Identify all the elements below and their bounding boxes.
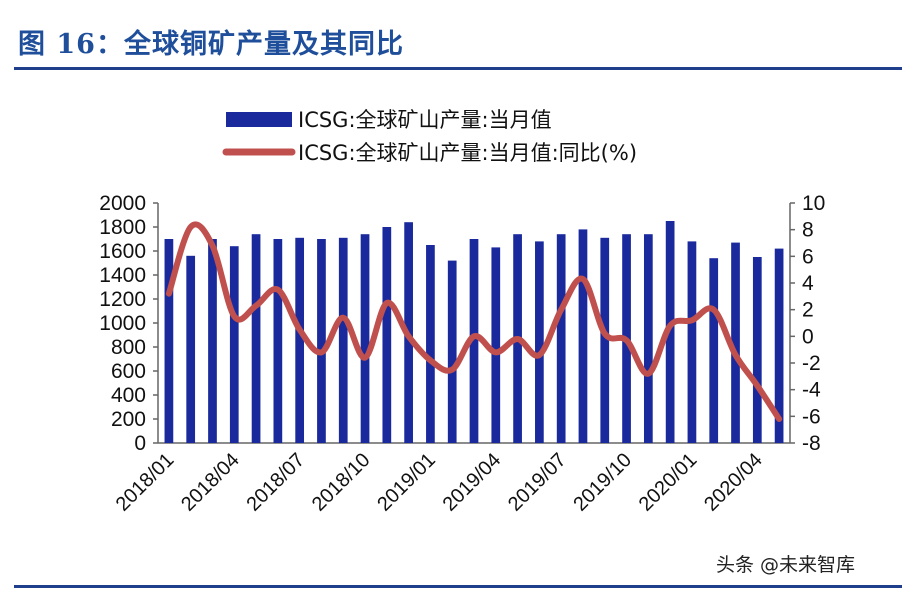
- left-tick-label: 800: [111, 336, 146, 359]
- bar: [535, 241, 544, 443]
- yoy-line: [165, 221, 783, 422]
- bar: [643, 234, 653, 443]
- left-tick-label: 600: [111, 360, 146, 383]
- bar: [338, 237, 348, 443]
- bar: [360, 234, 370, 443]
- left-tick-label: 0: [134, 432, 146, 455]
- bar: [317, 239, 326, 443]
- x-tick-label: 2018/07: [243, 449, 310, 516]
- legend-label-line: ICSG:全球矿山产量:当月值:同比(%): [298, 141, 637, 165]
- bar: [251, 234, 261, 443]
- bar: [752, 257, 762, 443]
- left-tick-label: 1200: [99, 288, 146, 311]
- bar: [426, 245, 435, 443]
- bar: [687, 241, 697, 443]
- bar: [273, 239, 283, 443]
- left-tick-label: 1400: [99, 264, 146, 287]
- right-tick-label: 4: [802, 272, 814, 295]
- x-tick-label: 2020/04: [700, 449, 767, 516]
- bar: [600, 237, 610, 443]
- right-tick-label: -2: [802, 352, 821, 375]
- x-tick-label: 2020/01: [635, 449, 702, 516]
- x-tick-label: 2018/04: [177, 449, 244, 516]
- x-tick-label: 2019/10: [569, 449, 636, 516]
- right-tick-label: 2: [802, 299, 814, 322]
- bar-series: [164, 221, 784, 443]
- bar: [709, 258, 719, 443]
- bar: [164, 239, 174, 443]
- bar: [186, 255, 196, 443]
- right-tick-label: -6: [802, 405, 821, 428]
- bar: [665, 221, 675, 443]
- chart-legend: ICSG:全球矿山产量:当月值 ICSG:全球矿山产量:当月值:同比(%): [222, 108, 637, 165]
- legend-swatch-bars: [226, 112, 292, 127]
- bar: [469, 239, 479, 443]
- x-tick-label: 2018/01: [112, 449, 179, 516]
- right-tick-label: -8: [802, 432, 821, 455]
- x-tick-label: 2019/04: [439, 449, 506, 516]
- legend-label-bars: ICSG:全球矿山产量:当月值: [298, 108, 552, 132]
- right-tick-label: 10: [802, 192, 825, 215]
- bar: [295, 237, 305, 443]
- right-tick-label: -4: [802, 379, 821, 402]
- right-tick-label: 0: [802, 325, 814, 348]
- right-tick-label: 6: [802, 245, 814, 268]
- bar: [731, 242, 740, 443]
- bar: [578, 229, 588, 443]
- bar: [774, 248, 784, 443]
- x-tick-label: 2019/07: [504, 449, 571, 516]
- bar: [382, 227, 392, 443]
- watermark: 头条 @未来智库: [716, 554, 856, 576]
- bar: [447, 260, 457, 443]
- left-tick-label: 2000: [99, 192, 146, 215]
- bar: [229, 246, 239, 443]
- line-series: [165, 221, 783, 422]
- left-tick-label: 1800: [99, 216, 146, 239]
- bar: [491, 247, 501, 443]
- left-tick-label: 200: [111, 408, 146, 431]
- x-tick-label: 2018/10: [308, 449, 375, 516]
- bottom-rule: [14, 585, 902, 588]
- right-tick-label: 8: [802, 219, 814, 242]
- left-tick-label: 1600: [99, 240, 146, 263]
- bar: [208, 239, 217, 443]
- left-tick-label: 1000: [99, 312, 146, 335]
- bar: [556, 234, 566, 443]
- x-tick-label: 2019/01: [373, 449, 440, 516]
- figure-title: 图 16：全球铜矿产量及其同比: [18, 29, 404, 60]
- left-tick-label: 400: [111, 384, 146, 407]
- title-rule: [14, 67, 902, 70]
